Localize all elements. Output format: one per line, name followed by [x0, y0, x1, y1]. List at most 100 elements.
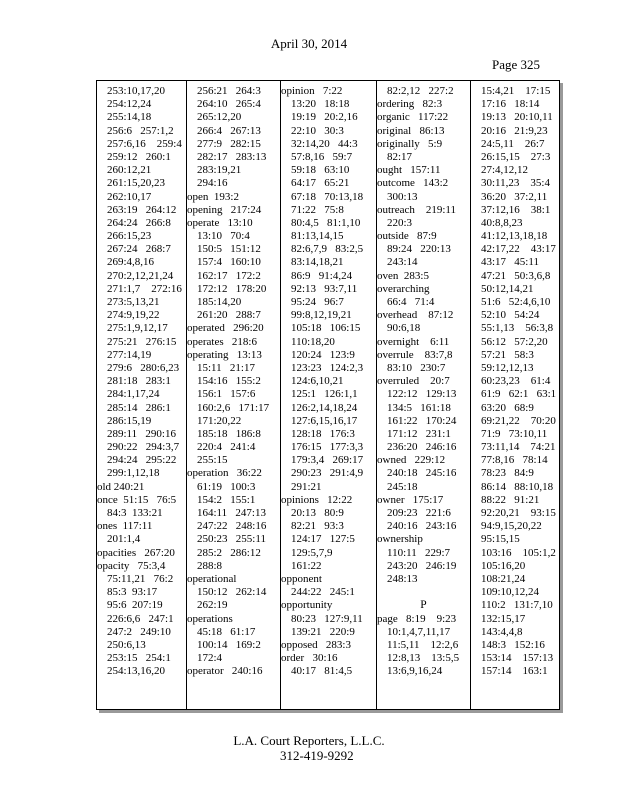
index-continuation: 127:6,15,16,17 — [291, 414, 358, 427]
index-continuation: 61:19 100:3 — [197, 480, 256, 493]
index-continuation: 19:13 20:10,11 — [481, 111, 553, 124]
index-continuation: 277:9 282:15 — [197, 137, 261, 150]
index-entry: opening 217:24 — [187, 203, 262, 216]
index-continuation: 80:4,5 81:1,10 — [291, 216, 361, 229]
index-continuation: 122:12 129:13 — [387, 388, 457, 401]
index-continuation: 17:16 18:14 — [481, 98, 540, 111]
index-continuation: 11:5,11 12:2,6 — [387, 638, 459, 651]
index-entry: organic 117:22 — [377, 111, 449, 124]
index-entry: opinions 12:22 — [281, 493, 353, 506]
index-entry: page 8:19 9:23 — [377, 612, 457, 625]
index-entry: ones 117:11 — [97, 520, 153, 533]
index-continuation: 12:8,13 13:5,5 — [387, 652, 460, 665]
index-continuation: 45:18 61:17 — [197, 625, 256, 638]
index-continuation: 290:23 291:4,9 — [291, 467, 364, 480]
index-continuation: 290:22 294:3,7 — [107, 441, 180, 454]
index-continuation: 248:13 — [387, 572, 418, 585]
index-continuation: 83:14,18,21 — [291, 256, 344, 269]
index-continuation: 61:9 62:1 63:1 — [481, 388, 557, 401]
index-continuation: 171:12 231:1 — [387, 427, 451, 440]
index-continuation: 88:22 91:21 — [481, 493, 540, 506]
index-entry: outcome 143:2 — [377, 177, 449, 190]
index-continuation: 13:20 18:18 — [291, 98, 350, 111]
index-continuation: 56:12 57:2,20 — [481, 335, 548, 348]
index-entry: overhead 87:12 — [377, 309, 454, 322]
index-continuation: 172:12 178:20 — [197, 282, 267, 295]
index-continuation: 129:5,7,9 — [291, 546, 333, 559]
index-entry: owned 229:12 — [377, 454, 446, 467]
index-continuation: 275:21 276:15 — [107, 335, 177, 348]
index-entry: ownership — [377, 533, 423, 546]
index-continuation: 42:17,22 43:17 — [481, 243, 556, 256]
index-continuation: 285:2 286:12 — [197, 546, 261, 559]
index-continuation: 86:14 88:10,18 — [481, 480, 554, 493]
index-continuation: 220:4 241:4 — [197, 441, 256, 454]
index-continuation: 51:6 52:4,6,10 — [481, 296, 551, 308]
index-continuation: 283:19,21 — [197, 164, 242, 177]
index-continuation: 92:13 93:7,11 — [291, 282, 358, 295]
index-entry: operates 218:6 — [187, 335, 257, 348]
index-continuation: 243:20 246:19 — [387, 559, 457, 572]
index-continuation: 100:14 169:2 — [197, 638, 261, 651]
index-entry: order 30:16 — [281, 652, 338, 665]
index-continuation: 226:6,6 247:1 — [107, 612, 174, 625]
index-entry: overrule 83:7,8 — [377, 348, 453, 361]
index-continuation: 253:10,17,20 — [107, 85, 166, 97]
index-continuation: 254:13,16,20 — [107, 665, 166, 678]
index-entry: opposed 283:3 — [281, 638, 351, 651]
index-continuation: 289:11 290:16 — [107, 427, 176, 440]
footer-company: L.A. Court Reporters, L.L.C. — [233, 733, 385, 748]
index-continuation: 63:20 68:9 — [481, 401, 534, 414]
index-continuation: 153:14 157:13 — [481, 652, 554, 665]
index-continuation: 262:10,17 — [107, 190, 152, 203]
index-continuation: 103:16 105:1,2 — [481, 546, 556, 559]
index-continuation: 20:13 80:9 — [291, 507, 344, 519]
index-continuation: 32:14,20 44:3 — [291, 137, 358, 150]
index-continuation: 171:20,22 — [197, 414, 242, 427]
page-number: Page 325 — [492, 57, 541, 72]
index-continuation: 247:2 249:10 — [107, 625, 171, 638]
index-continuation: 124:6,10,21 — [291, 375, 344, 388]
index-continuation: 253:15 254:1 — [107, 652, 171, 665]
index-continuation: 154:2 155:1 — [197, 493, 256, 506]
index-entry: open 193:2 — [187, 190, 239, 203]
index-continuation: 57:21 58:3 — [481, 348, 534, 361]
index-continuation: 85:3 93:17 — [107, 586, 158, 599]
index-continuation: 284:1,17,24 — [107, 388, 160, 401]
index-entry: opacity 75:3,4 — [97, 559, 166, 572]
index-continuation: 89:24 220:13 — [387, 243, 451, 256]
index-continuation: 143:4,4,8 — [481, 625, 523, 638]
index-continuation: 75:11,21 76:2 — [107, 572, 174, 585]
index-continuation: 82:17 — [387, 150, 413, 163]
index-continuation: 94:9,15,20,22 — [481, 520, 542, 533]
index-continuation: 41:12,13,18,18 — [481, 230, 548, 243]
index-continuation: 250:6,13 — [107, 638, 146, 651]
index-continuation: 15:11 21:17 — [197, 361, 255, 374]
index-continuation: 132:15,17 — [481, 612, 526, 625]
index-continuation: 286:15,19 — [107, 414, 152, 427]
index-entry: once 51:15 76:5 — [97, 493, 177, 506]
index-continuation: 162:17 172:2 — [197, 269, 261, 282]
footer-phone: 312-419-9292 — [280, 748, 354, 763]
index-continuation: 179:3,4 269:17 — [291, 454, 364, 467]
index-continuation: 264:24 266:8 — [107, 216, 171, 229]
index-continuation: 266:15,23 — [107, 230, 152, 243]
index-continuation: 255:15 — [197, 454, 228, 467]
index-continuation: 108:21,24 — [481, 572, 526, 585]
index-entry: opacities 267:20 — [97, 546, 175, 559]
index-continuation: 126:2,14,18,24 — [291, 401, 358, 414]
index-entry: ought 157:11 — [377, 164, 441, 177]
index-continuation: 157:14 163:1 — [481, 665, 548, 678]
index-continuation: 73:11,14 74:21 — [481, 441, 556, 454]
index-continuation: 105:18 106:15 — [291, 322, 361, 335]
index-continuation: 47:21 50:3,6,8 — [481, 269, 551, 282]
index-continuation: 164:11 247:13 — [197, 507, 266, 519]
index-entry: operating 13:13 — [187, 348, 262, 361]
index-continuation: 37:12,16 38:1 — [481, 203, 551, 216]
index-entry: original 86:13 — [377, 124, 445, 137]
index-continuation: 154:16 155:2 — [197, 375, 261, 388]
index-continuation: 10:1,4,7,11,17 — [387, 625, 451, 638]
index-continuation: 240:18 245:16 — [387, 467, 457, 480]
index-continuation: 110:2 131:7,10 — [481, 599, 553, 612]
index-continuation: 273:5,13,21 — [107, 296, 160, 308]
